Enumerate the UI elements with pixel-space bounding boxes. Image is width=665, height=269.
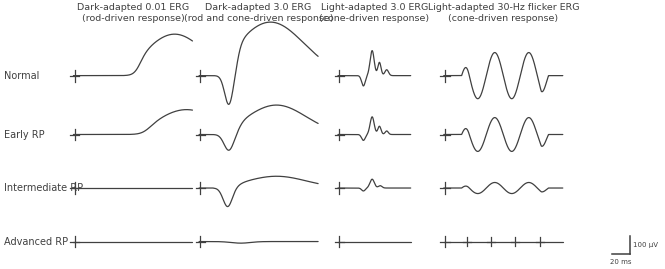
Text: 20 ms: 20 ms [610, 260, 632, 266]
Text: Light-adapted 3.0 ERG
(cone-driven response): Light-adapted 3.0 ERG (cone-driven respo… [319, 3, 430, 23]
Text: Intermediate RP: Intermediate RP [4, 183, 83, 193]
Text: 100 μV: 100 μV [633, 242, 658, 248]
Text: Dark-adapted 3.0 ERG
(rod and cone-driven response): Dark-adapted 3.0 ERG (rod and cone-drive… [184, 3, 333, 23]
Text: Early RP: Early RP [4, 129, 45, 140]
Text: Dark-adapted 0.01 ERG
(rod-driven response): Dark-adapted 0.01 ERG (rod-driven respon… [77, 3, 189, 23]
Text: Normal: Normal [4, 71, 39, 81]
Text: Advanced RP: Advanced RP [4, 236, 68, 247]
Text: Light-adapted 30-Hz flicker ERG
(cone-driven response): Light-adapted 30-Hz flicker ERG (cone-dr… [428, 3, 579, 23]
